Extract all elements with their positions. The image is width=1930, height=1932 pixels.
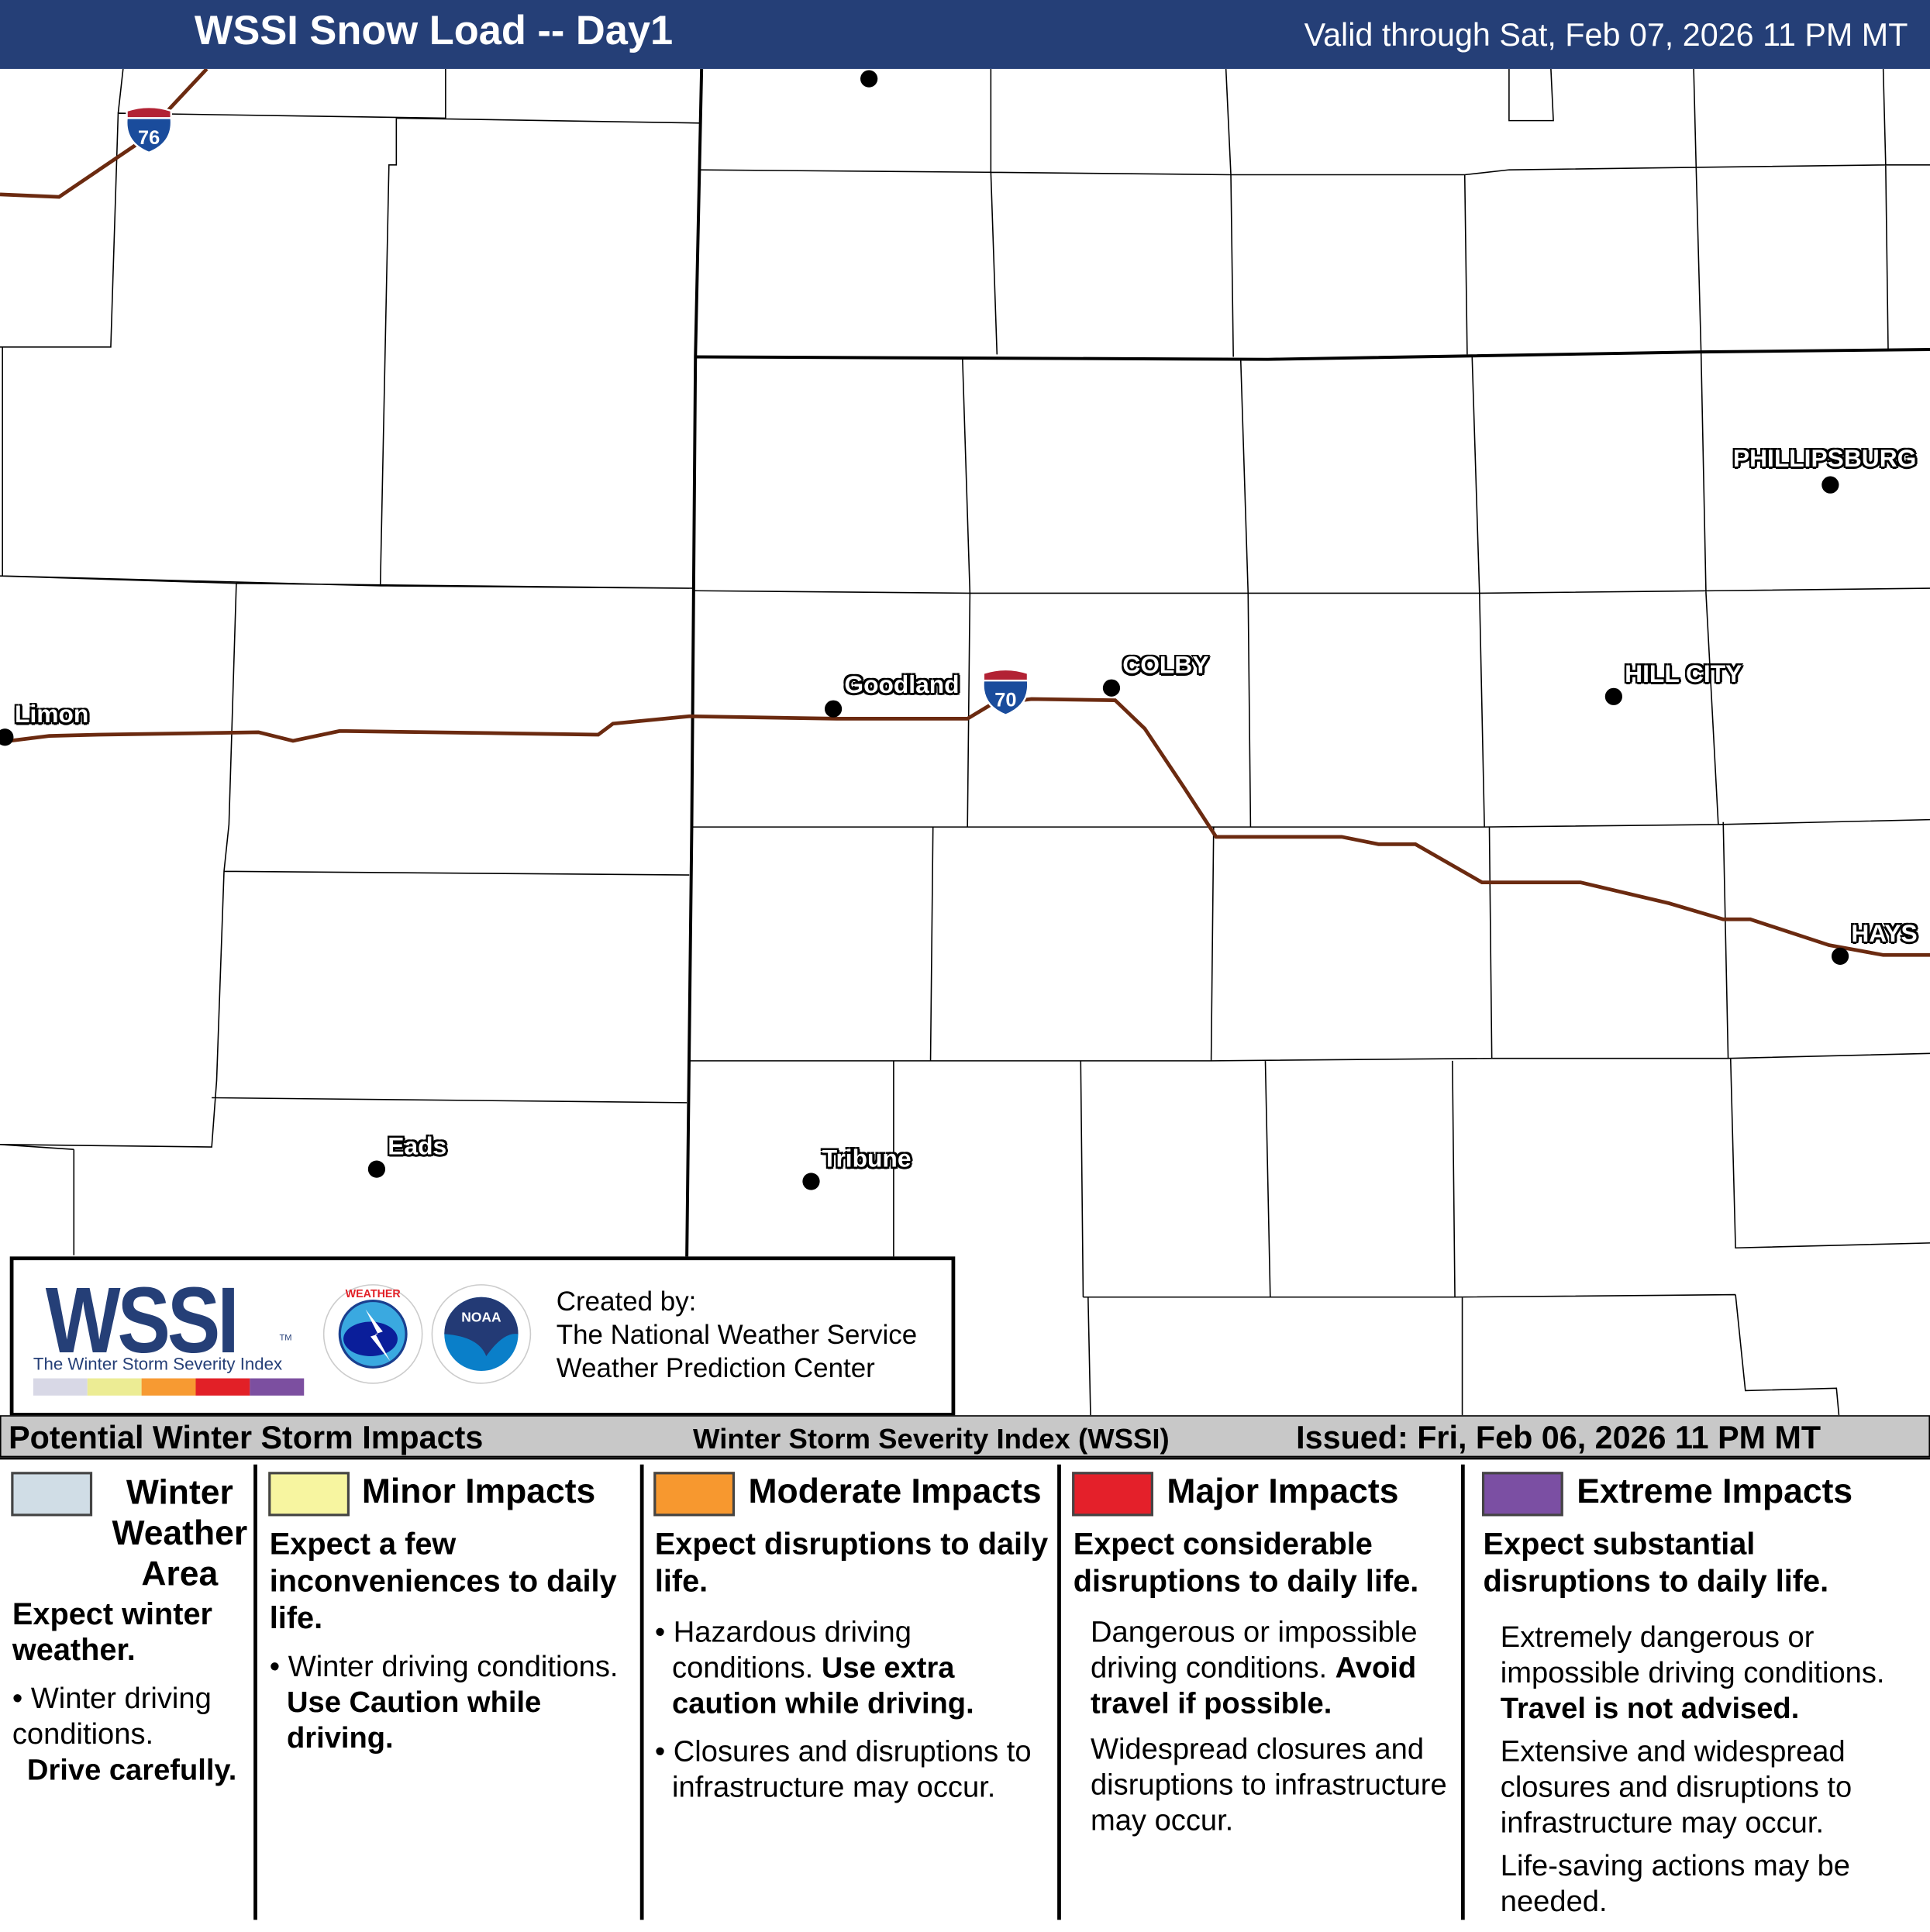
shield-number: 76: [138, 127, 160, 149]
creator-nws: The National Weather Service: [556, 1319, 918, 1351]
legend-detail: Winter driving conditions.: [288, 1650, 619, 1684]
created-by-label: Created by:: [556, 1286, 697, 1317]
legend-swatch-winter-weather-area: [11, 1472, 93, 1517]
legend-detail: Closures and disruptions to infrastructu…: [672, 1735, 1032, 1805]
legend-title-minor: Minor Impacts: [361, 1472, 596, 1510]
city-dot: [0, 728, 14, 746]
map: [0, 68, 1930, 1416]
legend-detail: Extremely dangerous or impossible drivin…: [1500, 1620, 1885, 1690]
city-dot: [1821, 476, 1839, 494]
legend-summary: Expect considerable disruptions to daily…: [1073, 1527, 1419, 1599]
issued-time: Issued: Fri, Feb 06, 2026 11 PM MT: [1296, 1418, 1821, 1456]
city-dot: [367, 1160, 386, 1178]
legend-advice: Drive carefully.: [26, 1753, 237, 1787]
legend-title-extreme: Extreme Impacts: [1577, 1472, 1853, 1510]
legend-title-winter-weather-area: Winter Weather Area: [112, 1472, 248, 1593]
legend-title-moderate: Moderate Impacts: [748, 1472, 1042, 1510]
svg-text:WEATHER: WEATHER: [346, 1288, 402, 1300]
svg-text:NOAA: NOAA: [461, 1310, 501, 1325]
interstate-70-shield: 70: [982, 668, 1029, 716]
legend-swatch-extreme: [1481, 1472, 1563, 1517]
index-name: Winter Storm Severity Index (WSSI): [693, 1422, 1170, 1455]
creator-wpc: Weather Prediction Center: [556, 1352, 875, 1383]
shield-number: 70: [994, 690, 1016, 711]
legend-summary: Expect winter weather.: [12, 1597, 213, 1668]
legend-detail: Life-saving actions may be needed.: [1500, 1849, 1851, 1919]
divider: [253, 1464, 257, 1920]
state-borders: [685, 68, 1930, 1258]
legend-detail: Hazardous driving conditions.: [672, 1616, 912, 1685]
legend-advice: Travel is not advised.: [1500, 1692, 1800, 1726]
city-label: Limon: [15, 701, 89, 729]
city-label: HILL CITY: [1625, 660, 1742, 688]
valid-time: Valid through Sat, Feb 07, 2026 11 PM MT: [1304, 15, 1908, 53]
divider: [1057, 1464, 1061, 1920]
city-dot: [1604, 687, 1622, 705]
header-bar: WSSI Snow Load -- Day1 Valid through Sat…: [0, 0, 1930, 69]
noaa-logo: NOAA: [431, 1284, 532, 1384]
interstate-routes: [0, 68, 1930, 957]
legend-swatch-major: [1072, 1472, 1153, 1517]
legend-text-extreme: Expect substantial disruptions to daily …: [1484, 1526, 1927, 1920]
legend-detail: Widespread closures and disruptions to i…: [1090, 1732, 1447, 1837]
legend-advice: Use extra caution while driving.: [672, 1651, 974, 1721]
scale-swatch: [141, 1378, 196, 1396]
legend-text-winter-weather-area: Expect winter weather. • Winter driving …: [12, 1597, 253, 1788]
city-dot: [860, 70, 878, 88]
trademark: TM: [279, 1334, 292, 1343]
nws-logo: WEATHER: [322, 1284, 423, 1384]
legend-advice: Avoid travel if possible.: [1090, 1651, 1417, 1721]
city-dot: [1102, 679, 1121, 697]
legend-panel: [0, 1457, 1930, 1932]
severity-color-scale: [33, 1378, 305, 1396]
map-title: WSSI Snow Load -- Day1: [194, 7, 674, 53]
city-label: Goodland: [844, 672, 960, 699]
logo-box: WSSI TM The Winter Storm Severity Index …: [9, 1256, 956, 1417]
scale-swatch: [195, 1378, 250, 1396]
city-label: COLBY: [1122, 652, 1209, 680]
legend-advice: Use Caution while driving.: [287, 1686, 542, 1755]
scale-swatch: [250, 1378, 305, 1396]
legend-detail: Dangerous or impossible driving conditio…: [1090, 1616, 1418, 1685]
legend-title-major: Major Impacts: [1167, 1472, 1399, 1510]
wssi-logo: WSSI: [45, 1269, 240, 1374]
legend-text-moderate: Expect disruptions to daily life. • Haza…: [654, 1527, 1049, 1805]
city-dot: [802, 1173, 820, 1190]
legend-summary: Expect a few inconveniences to daily lif…: [269, 1527, 617, 1636]
city-label: Eads: [388, 1133, 447, 1161]
legend-swatch-moderate: [653, 1472, 736, 1517]
interstate-76-shield: 76: [126, 105, 173, 154]
city-label: PHILLIPSBURG: [1732, 445, 1917, 473]
legend-title: Potential Winter Storm Impacts: [9, 1418, 484, 1456]
created-by: Created by: The National Weather Service…: [557, 1285, 917, 1385]
legend-swatch-minor: [268, 1472, 350, 1517]
county-borders: [0, 68, 1930, 1416]
scale-swatch: [87, 1378, 142, 1396]
city-label: Tribune: [822, 1145, 912, 1173]
legend-detail: Winter driving conditions.: [12, 1682, 212, 1751]
legend-summary: Expect disruptions to daily life.: [654, 1527, 1049, 1599]
city-label: HAYS: [1851, 920, 1918, 948]
divider: [639, 1464, 644, 1920]
divider: [1460, 1464, 1465, 1920]
scale-swatch: [33, 1378, 88, 1396]
city-dot: [1831, 947, 1849, 965]
legend-text-minor: Expect a few inconveniences to daily lif…: [270, 1526, 639, 1756]
legend-summary: Expect substantial disruptions to daily …: [1483, 1527, 1829, 1599]
city-dot: [824, 700, 843, 718]
legend-detail: Extensive and widespread closures and di…: [1500, 1735, 1852, 1841]
legend-header-bar: Potential Winter Storm Impacts Winter St…: [0, 1415, 1930, 1458]
legend-text-major: Expect considerable disruptions to daily…: [1074, 1526, 1457, 1838]
wssi-subtitle: The Winter Storm Severity Index: [33, 1353, 283, 1374]
